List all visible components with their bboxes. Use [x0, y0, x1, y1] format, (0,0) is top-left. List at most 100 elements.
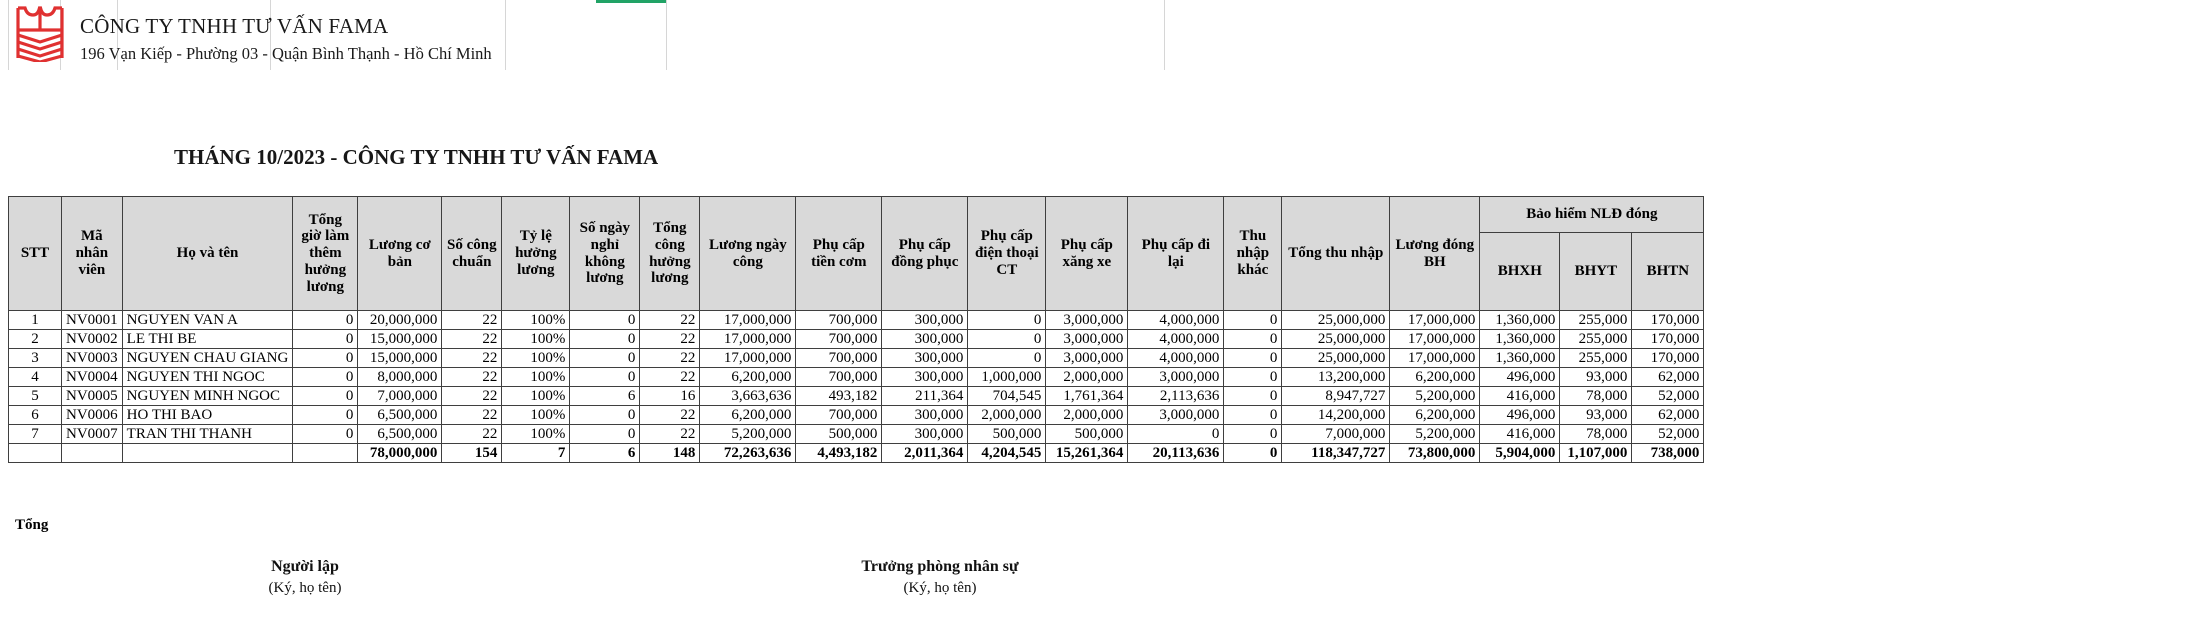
- cell-r5-c1[interactable]: 5: [8, 386, 62, 406]
- cell-r4-c3[interactable]: NGUYEN THI NGOC: [121, 367, 294, 387]
- cell-r6-c13[interactable]: 2,000,000: [967, 405, 1047, 425]
- cell-r4-c10[interactable]: 6,200,000: [699, 367, 797, 387]
- cell-r2-c21[interactable]: 170,000: [1631, 329, 1705, 349]
- cell-r6-c7[interactable]: 100%: [501, 405, 571, 425]
- cell-r3-c16[interactable]: 0: [1223, 348, 1283, 368]
- cell-r4-c20[interactable]: 93,000: [1559, 367, 1633, 387]
- cell-r1-c8[interactable]: 0: [569, 310, 641, 330]
- cell-r7-c15[interactable]: 0: [1127, 424, 1225, 444]
- cell-r7-c19[interactable]: 416,000: [1479, 424, 1561, 444]
- total-cell-c11[interactable]: 4,493,182: [795, 443, 883, 463]
- cell-r7-c1[interactable]: 7: [8, 424, 62, 444]
- col-header-luong-ngay-cong[interactable]: Lương ngày công: [699, 196, 797, 311]
- cell-r4-c14[interactable]: 2,000,000: [1045, 367, 1129, 387]
- cell-r6-c8[interactable]: 0: [569, 405, 641, 425]
- col-header-tong-thu-nhap[interactable]: Tổng thu nhập: [1281, 196, 1391, 311]
- cell-r6-c20[interactable]: 93,000: [1559, 405, 1633, 425]
- cell-r6-c10[interactable]: 6,200,000: [699, 405, 797, 425]
- cell-r3-c20[interactable]: 255,000: [1559, 348, 1633, 368]
- cell-r6-c6[interactable]: 22: [441, 405, 503, 425]
- cell-r3-c21[interactable]: 170,000: [1631, 348, 1705, 368]
- cell-r4-c6[interactable]: 22: [441, 367, 503, 387]
- cell-r7-c5[interactable]: 6,500,000: [357, 424, 443, 444]
- cell-r5-c19[interactable]: 416,000: [1479, 386, 1561, 406]
- cell-r6-c4[interactable]: 0: [292, 405, 359, 425]
- cell-r2-c5[interactable]: 15,000,000: [357, 329, 443, 349]
- cell-r1-c2[interactable]: NV0001: [61, 310, 123, 330]
- cell-r1-c19[interactable]: 1,360,000: [1479, 310, 1561, 330]
- cell-r3-c10[interactable]: 17,000,000: [699, 348, 797, 368]
- cell-r1-c4[interactable]: 0: [292, 310, 359, 330]
- table-total-row[interactable]: 78,000,000 154 7 6 148 72,263,636 4,493,182 2,0…: [8, 443, 1705, 463]
- cell-r2-c7[interactable]: 100%: [501, 329, 571, 349]
- total-cell-c10[interactable]: 72,263,636: [699, 443, 797, 463]
- cell-r3-c5[interactable]: 15,000,000: [357, 348, 443, 368]
- cell-r1-c3[interactable]: NGUYEN VAN A: [121, 310, 294, 330]
- total-cell-c9[interactable]: 148: [639, 443, 701, 463]
- table-row[interactable]: 1 NV0001 NGUYEN VAN A 0 20,000,000 22 100% 0 22 1…: [8, 310, 1705, 330]
- cell-r2-c8[interactable]: 0: [569, 329, 641, 349]
- cell-r2-c16[interactable]: 0: [1223, 329, 1283, 349]
- col-header-stt[interactable]: STT: [8, 196, 62, 311]
- cell-r7-c16[interactable]: 0: [1223, 424, 1283, 444]
- cell-r7-c20[interactable]: 78,000: [1559, 424, 1633, 444]
- col-header-bhtn[interactable]: BHTN: [1631, 232, 1705, 311]
- table-row[interactable]: 4 NV0004 NGUYEN THI NGOC 0 8,000,000 22 100% 0 2…: [8, 367, 1705, 387]
- cell-r2-c18[interactable]: 17,000,000: [1389, 329, 1481, 349]
- cell-r7-c12[interactable]: 300,000: [881, 424, 969, 444]
- cell-r4-c19[interactable]: 496,000: [1479, 367, 1561, 387]
- cell-r3-c2[interactable]: NV0003: [61, 348, 123, 368]
- cell-r3-c6[interactable]: 22: [441, 348, 503, 368]
- cell-r6-c2[interactable]: NV0006: [61, 405, 123, 425]
- total-cell-c18[interactable]: 73,800,000: [1389, 443, 1481, 463]
- total-cell-c7[interactable]: 7: [501, 443, 571, 463]
- cell-r5-c11[interactable]: 493,182: [795, 386, 883, 406]
- cell-r6-c1[interactable]: 6: [8, 405, 62, 425]
- cell-r7-c8[interactable]: 0: [569, 424, 641, 444]
- cell-r4-c5[interactable]: 8,000,000: [357, 367, 443, 387]
- cell-r4-c18[interactable]: 6,200,000: [1389, 367, 1481, 387]
- cell-r5-c3[interactable]: NGUYEN MINH NGOC: [121, 386, 294, 406]
- cell-r2-c20[interactable]: 255,000: [1559, 329, 1633, 349]
- cell-r4-c21[interactable]: 62,000: [1631, 367, 1705, 387]
- table-row[interactable]: 5 NV0005 NGUYEN MINH NGOC 0 7,000,000 22 100% 6…: [8, 386, 1705, 406]
- cell-r7-c17[interactable]: 7,000,000: [1281, 424, 1391, 444]
- cell-r4-c17[interactable]: 13,200,000: [1281, 367, 1391, 387]
- table-row[interactable]: 3 NV0003 NGUYEN CHAU GIANG 0 15,000,000 22 100…: [8, 348, 1705, 368]
- cell-r3-c14[interactable]: 3,000,000: [1045, 348, 1129, 368]
- cell-r5-c9[interactable]: 16: [639, 386, 701, 406]
- col-header-so-cong-chuan[interactable]: Số công chuẩn: [441, 196, 503, 311]
- cell-r6-c9[interactable]: 22: [639, 405, 701, 425]
- total-cell-c17[interactable]: 118,347,727: [1281, 443, 1391, 463]
- cell-r7-c6[interactable]: 22: [441, 424, 503, 444]
- cell-r1-c15[interactable]: 4,000,000: [1127, 310, 1225, 330]
- col-header-phu-cap-tien-com[interactable]: Phụ cấp tiền cơm: [795, 196, 883, 311]
- total-cell-c21[interactable]: 738,000: [1631, 443, 1705, 463]
- cell-r7-c4[interactable]: 0: [292, 424, 359, 444]
- cell-r5-c4[interactable]: 0: [292, 386, 359, 406]
- cell-r3-c11[interactable]: 700,000: [795, 348, 883, 368]
- cell-r5-c5[interactable]: 7,000,000: [357, 386, 443, 406]
- cell-r1-c18[interactable]: 17,000,000: [1389, 310, 1481, 330]
- cell-r5-c14[interactable]: 1,761,364: [1045, 386, 1129, 406]
- cell-r2-c11[interactable]: 700,000: [795, 329, 883, 349]
- cell-r2-c10[interactable]: 17,000,000: [699, 329, 797, 349]
- cell-r2-c15[interactable]: 4,000,000: [1127, 329, 1225, 349]
- cell-r5-c15[interactable]: 2,113,636: [1127, 386, 1225, 406]
- table-row[interactable]: 6 NV0006 HO THI BAO 0 6,500,000 22 100% 0 22 6,20…: [8, 405, 1705, 425]
- cell-r3-c8[interactable]: 0: [569, 348, 641, 368]
- cell-r6-c16[interactable]: 0: [1223, 405, 1283, 425]
- cell-r2-c17[interactable]: 25,000,000: [1281, 329, 1391, 349]
- cell-r6-c5[interactable]: 6,500,000: [357, 405, 443, 425]
- cell-r3-c4[interactable]: 0: [292, 348, 359, 368]
- cell-r6-c19[interactable]: 496,000: [1479, 405, 1561, 425]
- col-header-ty-le-huong-luong[interactable]: Tỷ lệ hưởng lương: [501, 196, 571, 311]
- total-cell-c6[interactable]: 154: [441, 443, 503, 463]
- col-header-tong-cong-huong[interactable]: Tổng công hưởng lương: [639, 196, 701, 311]
- col-group-header-bao-hiem[interactable]: Bảo hiểm NLĐ đóng: [1479, 196, 1705, 233]
- cell-r6-c15[interactable]: 3,000,000: [1127, 405, 1225, 425]
- cell-r6-c21[interactable]: 62,000: [1631, 405, 1705, 425]
- cell-r3-c12[interactable]: 300,000: [881, 348, 969, 368]
- cell-r1-c21[interactable]: 170,000: [1631, 310, 1705, 330]
- cell-r3-c1[interactable]: 3: [8, 348, 62, 368]
